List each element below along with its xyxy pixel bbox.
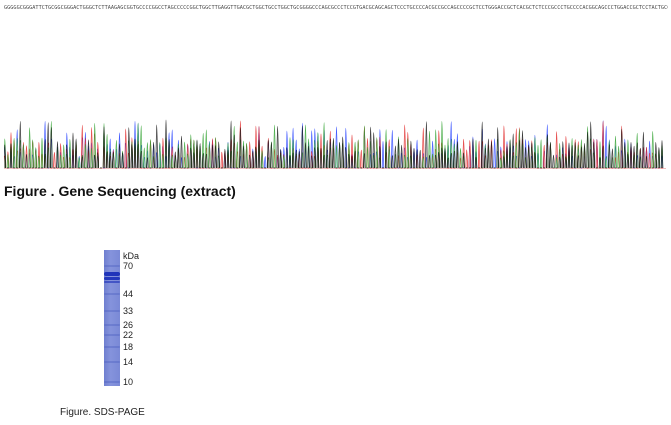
marker-band-18 xyxy=(104,345,120,348)
marker-14: 14 xyxy=(123,356,134,367)
gene-sequencing-caption: Figure . Gene Sequencing (extract) xyxy=(4,183,236,199)
sequencing-chromatogram xyxy=(4,119,666,169)
marker-band-26 xyxy=(104,324,120,327)
protein-band-1 xyxy=(104,272,120,276)
trace-c xyxy=(4,120,664,169)
kda-unit-label: kDa xyxy=(123,251,140,261)
sds-page-gel: kDa 70 44 33 26 22 18 14 10 xyxy=(104,250,164,390)
marker-10: 10 xyxy=(123,377,134,387)
marker-band-33 xyxy=(104,309,120,312)
marker-band-22 xyxy=(104,333,120,336)
gel-lane xyxy=(104,250,120,386)
marker-band-70 xyxy=(104,265,120,267)
marker-26: 26 xyxy=(123,320,134,331)
marker-band-14 xyxy=(104,360,120,363)
marker-band-10 xyxy=(104,381,120,383)
marker-band-44 xyxy=(104,292,120,295)
trace-t xyxy=(4,120,663,169)
marker-22: 22 xyxy=(123,329,134,340)
marker-70: 70 xyxy=(123,261,134,271)
marker-44: 44 xyxy=(123,288,134,299)
sequence-text: GGGGGCGGGATTCTGCGGCGGGACTGGGCTCTTAAGAGCG… xyxy=(4,5,668,11)
protein-band-3 xyxy=(104,281,120,283)
trace-g xyxy=(4,119,664,169)
marker-33: 33 xyxy=(123,305,134,316)
trace-a xyxy=(4,120,664,169)
protein-band-2 xyxy=(104,277,120,280)
sds-page-caption: Figure. SDS-PAGE xyxy=(60,407,145,418)
marker-18: 18 xyxy=(123,341,134,352)
